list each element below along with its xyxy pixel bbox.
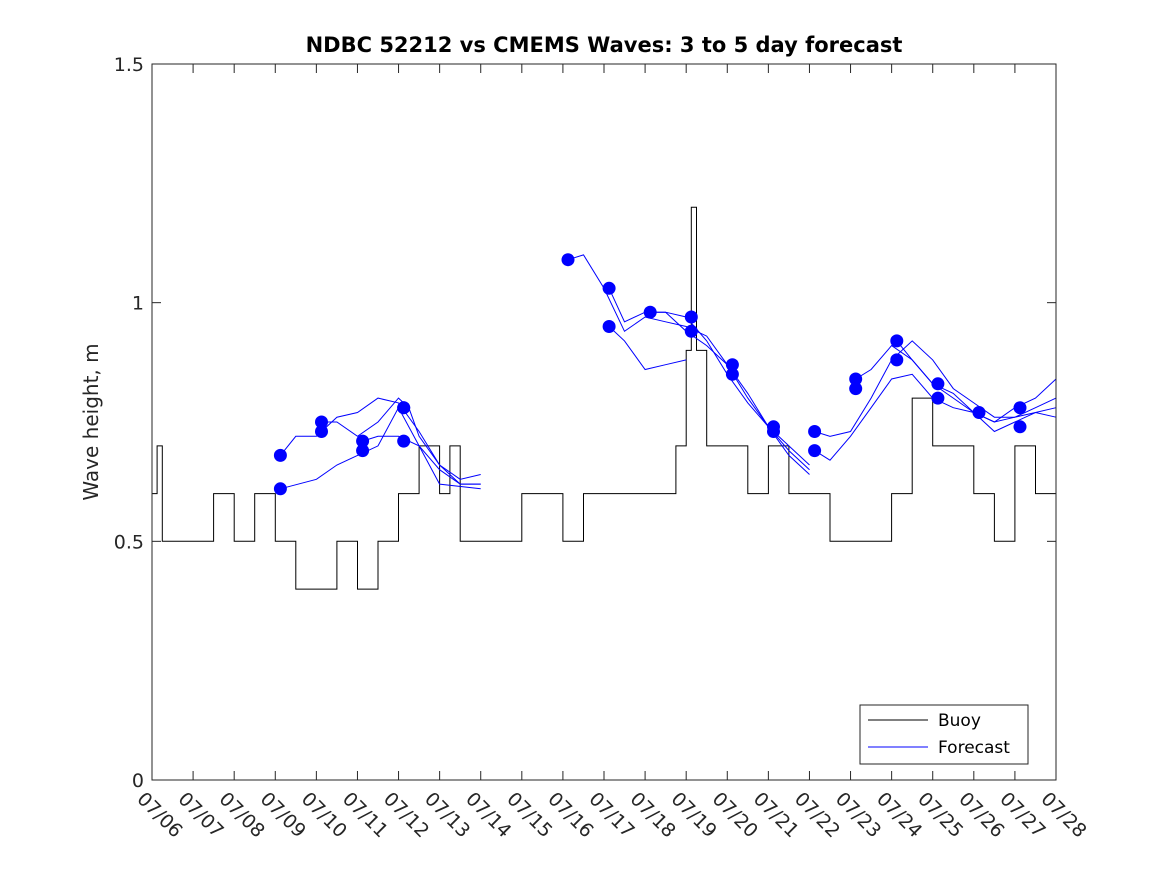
- forecast-marker: [561, 253, 575, 267]
- x-tick-label: 07/14: [461, 788, 515, 842]
- plot-frame: [151, 63, 1057, 781]
- y-tick-label: 0.5: [114, 531, 144, 553]
- forecast-marker: [643, 305, 657, 319]
- forecast-marker: [356, 444, 370, 458]
- forecast-line: [608, 326, 687, 371]
- x-tick-label: 07/15: [502, 788, 556, 842]
- x-tick-label: 07/21: [749, 788, 803, 842]
- forecast-marker: [1013, 401, 1027, 415]
- x-tick-label: 07/07: [174, 788, 228, 842]
- legend: Buoy Forecast: [859, 704, 1029, 765]
- x-tick-label: 07/26: [954, 788, 1008, 842]
- forecast-marker: [273, 482, 287, 496]
- forecast-marker: [315, 415, 328, 429]
- forecast-marker: [972, 406, 986, 419]
- forecast-marker: [849, 372, 863, 386]
- forecast-marker: [890, 353, 904, 367]
- forecast-marker: [725, 367, 739, 381]
- forecast-marker: [849, 382, 863, 396]
- forecast-marker: [315, 425, 328, 438]
- x-tick-label: 07/11: [338, 788, 392, 842]
- y-tick-label: 1.5: [114, 54, 144, 76]
- forecast-marker: [684, 310, 698, 324]
- legend-box: [859, 704, 1029, 765]
- x-tick-label: 07/17: [584, 788, 638, 842]
- forecast-line: [280, 406, 481, 490]
- forecast-marker: [767, 425, 780, 438]
- chart-title: NDBC 52212 vs CMEMS Waves: 3 to 5 day fo…: [306, 33, 903, 57]
- forecast-marker: [356, 434, 370, 448]
- forecast-marker: [397, 401, 411, 415]
- x-tick-label: 07/08: [215, 788, 269, 842]
- forecast-marker: [602, 320, 616, 333]
- y-tick-label: 0: [132, 770, 144, 792]
- forecast-marker: [1013, 420, 1027, 434]
- buoy-series-layer: [152, 206, 1057, 590]
- forecast-marker: [397, 434, 411, 448]
- legend-buoy-label: Buoy: [938, 711, 981, 731]
- x-tick-label: 07/20: [708, 788, 762, 842]
- x-tick-label: 07/22: [790, 788, 844, 842]
- x-tick-label: 07/09: [256, 788, 310, 842]
- x-tick-label: 07/16: [543, 788, 597, 842]
- forecast-marker: [684, 324, 698, 338]
- x-tick-label: 07/25: [913, 788, 967, 842]
- x-tick-label: 07/10: [297, 788, 351, 842]
- forecast-marker: [602, 281, 616, 295]
- x-tick-label: 07/24: [872, 788, 926, 842]
- x-tick-label: 07/13: [420, 788, 474, 842]
- x-tick-label: 07/06: [132, 788, 186, 842]
- legend-forecast-label: Forecast: [938, 738, 1010, 758]
- buoy-line: [152, 206, 1057, 590]
- forecast-marker: [273, 448, 287, 462]
- forecast-line: [280, 397, 481, 485]
- x-tick-label: 07/18: [626, 788, 680, 842]
- forecast-markers-layer: [273, 253, 1027, 496]
- forecast-marker: [931, 391, 945, 405]
- y-axis-label: Wave height, m: [79, 343, 103, 500]
- x-tick-label: 07/19: [667, 788, 721, 842]
- forecast-line: [362, 435, 481, 485]
- x-tick-label: 07/23: [831, 788, 885, 842]
- forecast-marker: [931, 377, 945, 391]
- forecast-marker: [725, 358, 739, 372]
- forecast-marker: [808, 444, 822, 458]
- x-tick-label: 07/27: [995, 788, 1049, 842]
- plot-background: [152, 64, 1056, 780]
- y-tick-label: 1: [132, 293, 144, 315]
- x-tick-label: 07/12: [379, 788, 433, 842]
- forecast-marker: [808, 425, 822, 438]
- forecast-marker: [890, 334, 904, 348]
- x-tick-label: 07/28: [1036, 788, 1090, 842]
